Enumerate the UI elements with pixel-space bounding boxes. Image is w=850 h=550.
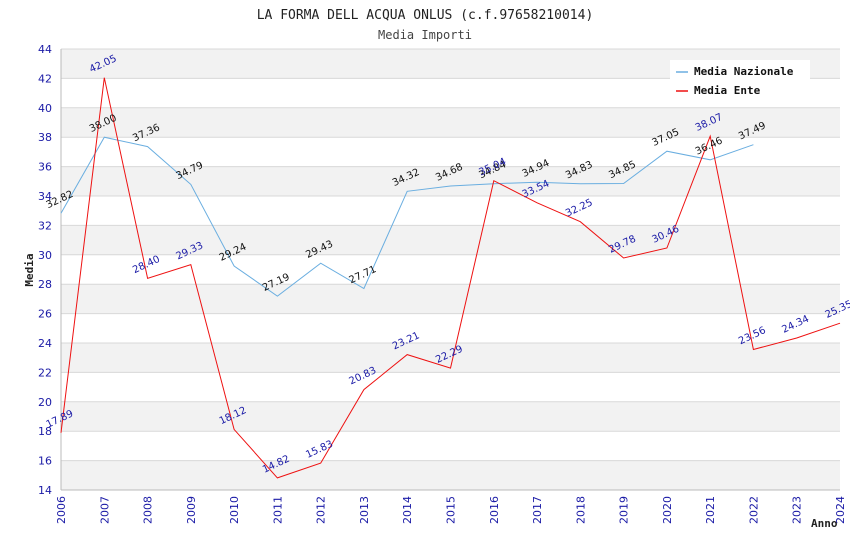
data-label: 27.71 — [348, 264, 379, 286]
x-tick-label: 2006 — [55, 496, 68, 524]
y-tick-label: 44 — [38, 43, 52, 56]
x-tick-label: 2011 — [271, 496, 284, 524]
data-label: 15.83 — [304, 439, 335, 461]
x-tick-label: 2014 — [401, 496, 414, 524]
x-tick-label: 2023 — [791, 496, 804, 524]
x-tick-label: 2009 — [185, 496, 198, 524]
background-band — [61, 401, 840, 432]
x-tick-label: 2007 — [98, 496, 111, 524]
y-tick-label: 14 — [38, 484, 52, 497]
x-tick-label: 2020 — [661, 496, 674, 524]
y-tick-label: 24 — [38, 337, 52, 350]
x-axis-ticks: 2006 2007 2008 2009 2010 2011 2012 2013 2014 2015… — [55, 496, 847, 524]
y-axis-label: Media — [23, 253, 36, 286]
plot-background-bands — [61, 49, 840, 490]
x-tick-label: 2017 — [531, 496, 544, 524]
x-axis-label: Anno — [811, 517, 838, 530]
x-tick-label: 2022 — [747, 496, 760, 524]
y-tick-label: 28 — [38, 278, 52, 291]
x-tick-label: 2010 — [228, 496, 241, 524]
y-tick-label: 26 — [38, 308, 52, 321]
background-band — [61, 107, 840, 138]
legend-item-media-nazionale: Media Nazionale — [694, 65, 794, 78]
y-tick-label: 34 — [38, 190, 52, 203]
background-band — [61, 166, 840, 196]
axes — [60, 49, 840, 491]
legend-item-media-ente: Media Ente — [694, 84, 761, 97]
chart-subtitle: Media Importi — [378, 28, 472, 42]
y-tick-label: 40 — [38, 102, 52, 115]
x-tick-label: 2019 — [618, 496, 631, 524]
chart-title: LA FORMA DELL ACQUA ONLUS (c.f.976582100… — [257, 8, 594, 23]
data-label: 24.34 — [780, 314, 811, 336]
y-tick-label: 32 — [38, 219, 52, 232]
y-tick-label: 38 — [38, 131, 52, 144]
x-tick-label: 2024 — [834, 496, 847, 524]
background-band — [61, 460, 840, 490]
legend-box — [670, 60, 810, 100]
y-tick-label: 36 — [38, 161, 52, 174]
y-tick-label: 30 — [38, 249, 52, 262]
x-tick-label: 2016 — [488, 496, 501, 524]
y-tick-label: 22 — [38, 366, 52, 379]
x-tick-label: 2013 — [358, 496, 371, 524]
y-tick-label: 16 — [38, 455, 52, 468]
y-tick-label: 18 — [38, 425, 52, 438]
x-tick-label: 2018 — [574, 496, 587, 524]
data-label: 32.25 — [564, 197, 595, 219]
series-line-0 — [60, 136, 754, 297]
y-axis-ticks: 14 16 18 20 22 24 26 28 30 32 34 36 38 40 42 44 — [38, 43, 52, 497]
series-line-1 — [60, 77, 841, 479]
legend: Media Nazionale Media Ente — [670, 60, 810, 100]
background-band — [61, 225, 840, 255]
series-lines — [60, 77, 841, 479]
background-band — [61, 284, 840, 314]
x-tick-label: 2008 — [142, 496, 155, 524]
x-tick-label: 2012 — [315, 496, 328, 524]
x-tick-label: 2021 — [704, 496, 717, 524]
y-tick-label: 20 — [38, 396, 52, 409]
y-tick-label: 42 — [38, 72, 52, 85]
x-tick-label: 2015 — [445, 496, 458, 524]
